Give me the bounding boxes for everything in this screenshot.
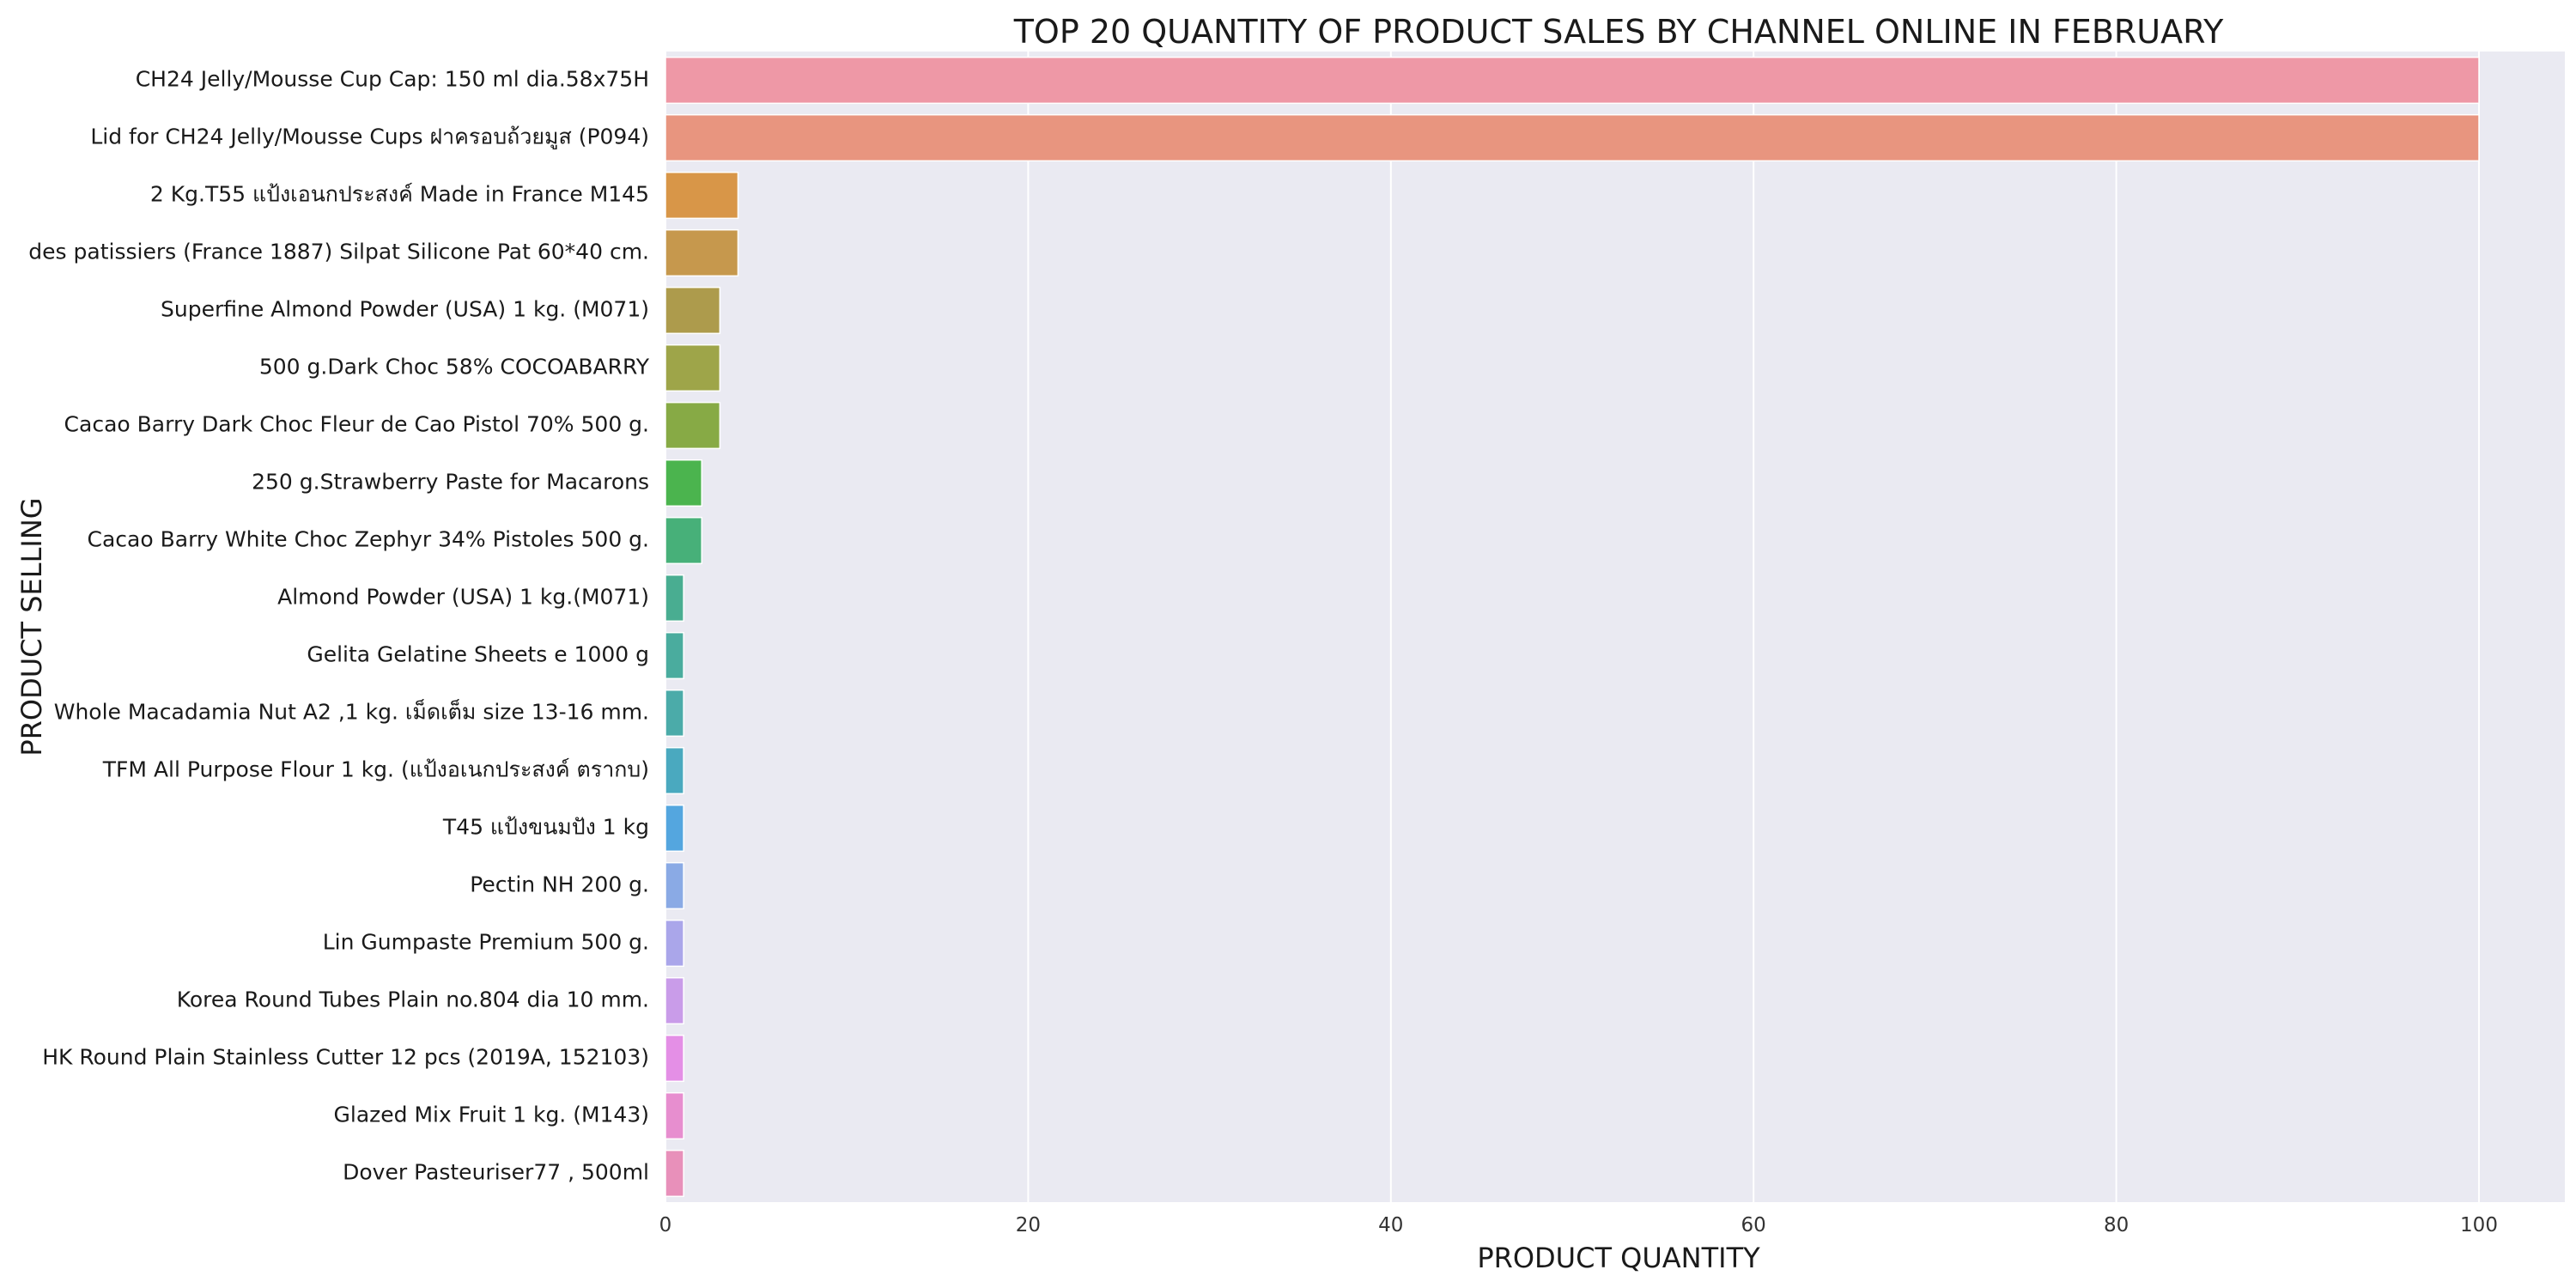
bar-14 xyxy=(665,804,684,853)
x-tick-label-60: 60 xyxy=(1741,1214,1766,1236)
y-tick-label-5: Superfine Almond Powder (USA) 1 kg. (M07… xyxy=(161,297,649,322)
bar-20 xyxy=(665,1149,684,1198)
y-tick-label-6: 500 g.Dark Choc 58% COCOABARRY xyxy=(259,355,650,380)
bar-1 xyxy=(665,56,2480,105)
y-tick-label-12: Whole Macadamia Nut A2 ,1 kg. เม็ดเต็ม s… xyxy=(54,699,649,725)
y-tick-labels: CH24 Jelly/Mousse Cup Cap: 150 ml dia.58… xyxy=(28,67,649,1185)
bar-8 xyxy=(665,459,702,507)
bar-15 xyxy=(665,861,684,910)
y-tick-label-7: Cacao Barry Dark Choc Fleur de Cao Pisto… xyxy=(64,412,649,437)
y-tick-label-13: TFM All Purpose Flour 1 kg. (แป้งอเนกประ… xyxy=(102,757,649,782)
x-tick-label-20: 20 xyxy=(1016,1214,1041,1236)
y-tick-label-10: Almond Powder (USA) 1 kg.(M071) xyxy=(277,585,649,610)
x-tick-label-80: 80 xyxy=(2104,1214,2129,1236)
bar-3 xyxy=(665,171,739,220)
y-tick-label-14: T45 แป้งขนมปัง 1 kg xyxy=(442,815,649,840)
bar-6 xyxy=(665,343,721,392)
x-axis-label: PRODUCT QUANTITY xyxy=(1477,1242,1760,1274)
bar-19 xyxy=(665,1091,684,1140)
x-tick-label-40: 40 xyxy=(1378,1214,1403,1236)
bar-5 xyxy=(665,286,721,335)
y-tick-label-4: des patissiers (France 1887) Silpat Sili… xyxy=(28,240,649,264)
x-tick-labels: 0 20 40 60 80 100 xyxy=(659,1214,2498,1236)
bar-18 xyxy=(665,1034,684,1083)
x-tick-label-100: 100 xyxy=(2460,1214,2498,1236)
bar-7 xyxy=(665,401,721,450)
bar-17 xyxy=(665,976,684,1025)
bar-4 xyxy=(665,228,739,277)
bar-2 xyxy=(665,113,2480,162)
bar-11 xyxy=(665,631,684,680)
plot-background xyxy=(665,52,2565,1202)
x-tick-label-0: 0 xyxy=(659,1214,672,1236)
bar-13 xyxy=(665,746,684,795)
bar-16 xyxy=(665,919,684,968)
y-tick-label-11: Gelita Gelatine Sheets e 1000 g xyxy=(307,642,649,667)
chart-title: TOP 20 QUANTITY OF PRODUCT SALES BY CHAN… xyxy=(1013,13,2224,51)
y-tick-label-17: Korea Round Tubes Plain no.804 dia 10 mm… xyxy=(177,987,649,1012)
bar-12 xyxy=(665,689,684,738)
y-tick-label-3: 2 Kg.T55 แป้งเอนกประสงค์ Made in France … xyxy=(150,182,649,207)
y-tick-label-2: Lid for CH24 Jelly/Mousse Cups ฝาครอบถ้ว… xyxy=(90,125,649,150)
y-axis-label: PRODUCT SELLING xyxy=(15,497,48,756)
y-tick-label-18: HK Round Plain Stainless Cutter 12 pcs (… xyxy=(42,1045,649,1070)
y-tick-label-8: 250 g.Strawberry Paste for Macarons xyxy=(252,470,649,495)
y-tick-label-15: Pectin NH 200 g. xyxy=(470,872,649,897)
y-tick-label-19: Glazed Mix Fruit 1 kg. (M143) xyxy=(334,1103,649,1127)
y-tick-label-9: Cacao Barry White Choc Zephyr 34% Pistol… xyxy=(88,527,649,552)
bar-9 xyxy=(665,516,702,565)
y-tick-label-1: CH24 Jelly/Mousse Cup Cap: 150 ml dia.58… xyxy=(136,67,649,92)
y-tick-label-16: Lin Gumpaste Premium 500 g. xyxy=(323,930,649,955)
bars xyxy=(665,56,2480,1198)
y-tick-label-20: Dover Pasteuriser77 , 500ml xyxy=(343,1160,649,1185)
bar-10 xyxy=(665,574,684,623)
